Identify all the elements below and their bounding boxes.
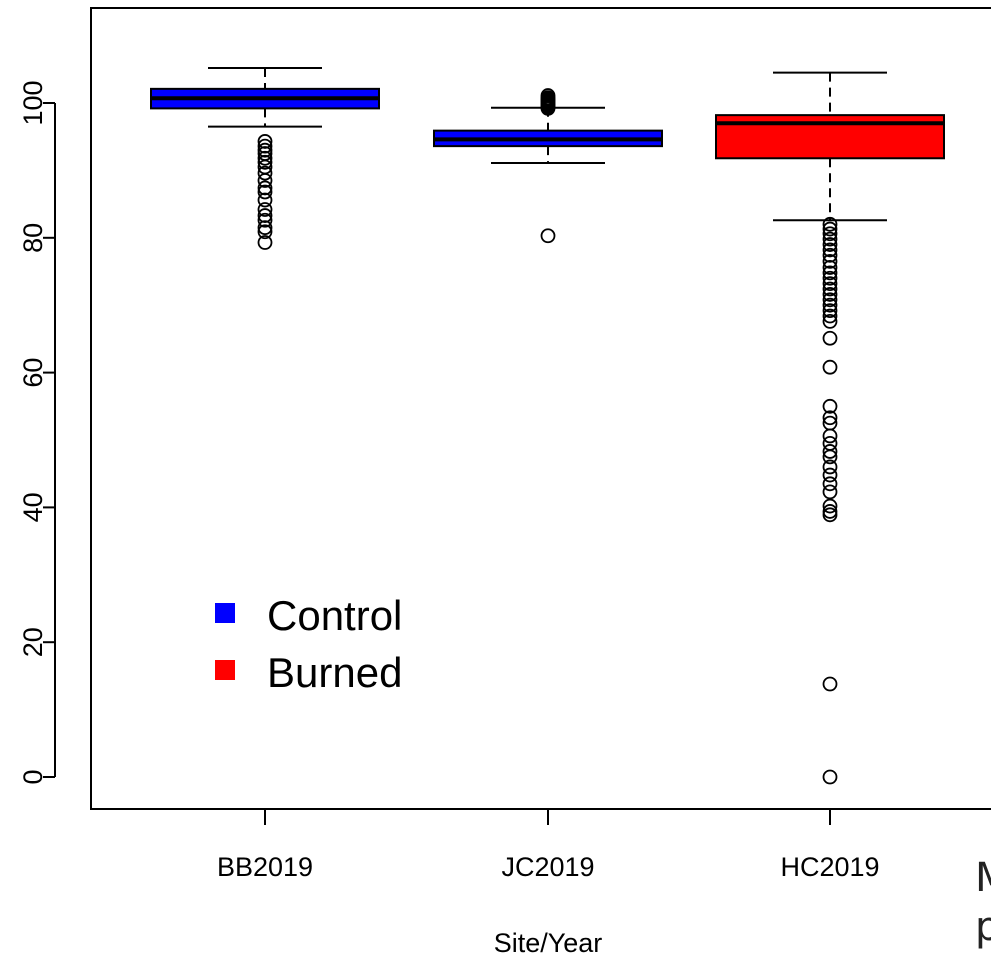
cut-off-text-line-2: p [975, 904, 991, 950]
outlier-point [822, 359, 838, 375]
x-axis: BB2019 JC2019 HC2019 [217, 808, 880, 882]
outlier-point [822, 507, 838, 523]
outlier-point [257, 192, 273, 208]
outlier-point [822, 769, 838, 785]
outlier-point [822, 428, 838, 444]
outlier-point [822, 253, 838, 269]
outlier-point [822, 313, 838, 329]
y-tick-label: 40 [18, 492, 48, 522]
legend: Control Burned [215, 592, 402, 696]
outlier-point [822, 676, 838, 692]
outlier-point [257, 224, 273, 240]
outlier-point [257, 173, 273, 188]
legend-swatch-burned [215, 660, 235, 680]
legend-label-burned: Burned [267, 649, 402, 696]
outlier-point [822, 459, 838, 475]
cut-off-text-line-1: M [975, 858, 991, 898]
outlier-point [257, 184, 273, 200]
outlier-point [822, 498, 838, 514]
y-tick-label: 0 [18, 769, 48, 784]
outlier-point [822, 226, 838, 242]
outlier-point [257, 154, 273, 170]
outlier-point [540, 100, 556, 116]
outlier-point [257, 165, 273, 181]
outlier-point [822, 265, 838, 281]
box-bb2019 [150, 66, 380, 250]
legend-swatch-control [215, 603, 235, 623]
outlier-point [822, 330, 838, 346]
legend-label-control: Control [267, 592, 402, 639]
x-axis-title: Site/Year [494, 928, 603, 958]
x-tick-label: HC2019 [780, 852, 879, 882]
outlier-point [822, 260, 838, 275]
outlier-point [822, 297, 838, 313]
outlier-point [822, 484, 838, 500]
x-tick-label: JC2019 [501, 852, 594, 882]
outlier-point [822, 449, 838, 465]
boxes [150, 66, 945, 785]
y-tick-label: 20 [18, 627, 48, 657]
outlier-point [822, 308, 838, 324]
outlier-point [822, 242, 838, 258]
outlier-point [822, 410, 838, 426]
outlier-point [822, 444, 838, 459]
outlier-point [822, 276, 838, 292]
outlier-point [822, 221, 838, 237]
outlier-point [822, 292, 838, 308]
y-tick-label: 60 [18, 358, 48, 388]
outlier-point [822, 287, 838, 302]
y-axis: 0 20 40 60 80 100 [18, 80, 56, 785]
outlier-point [257, 212, 273, 228]
outlier-point [257, 150, 273, 166]
outlier-point [822, 398, 838, 414]
outlier-point [822, 281, 838, 297]
outlier-point [822, 231, 838, 247]
outlier-point [540, 228, 556, 244]
y-tick-label: 100 [18, 80, 48, 125]
outlier-point [822, 467, 838, 483]
outlier-point [257, 220, 273, 236]
outlier-point [257, 235, 273, 250]
box-hc2019 [715, 71, 945, 785]
outlier-point [822, 476, 838, 492]
y-tick-label: 80 [18, 223, 48, 253]
outlier-point [822, 270, 838, 286]
outlier-point [822, 237, 838, 252]
outlier-point [257, 202, 273, 217]
outlier-point [822, 216, 838, 232]
box-jc2019 [433, 88, 663, 244]
x-tick-label: BB2019 [217, 852, 313, 882]
outlier-point [822, 303, 838, 318]
